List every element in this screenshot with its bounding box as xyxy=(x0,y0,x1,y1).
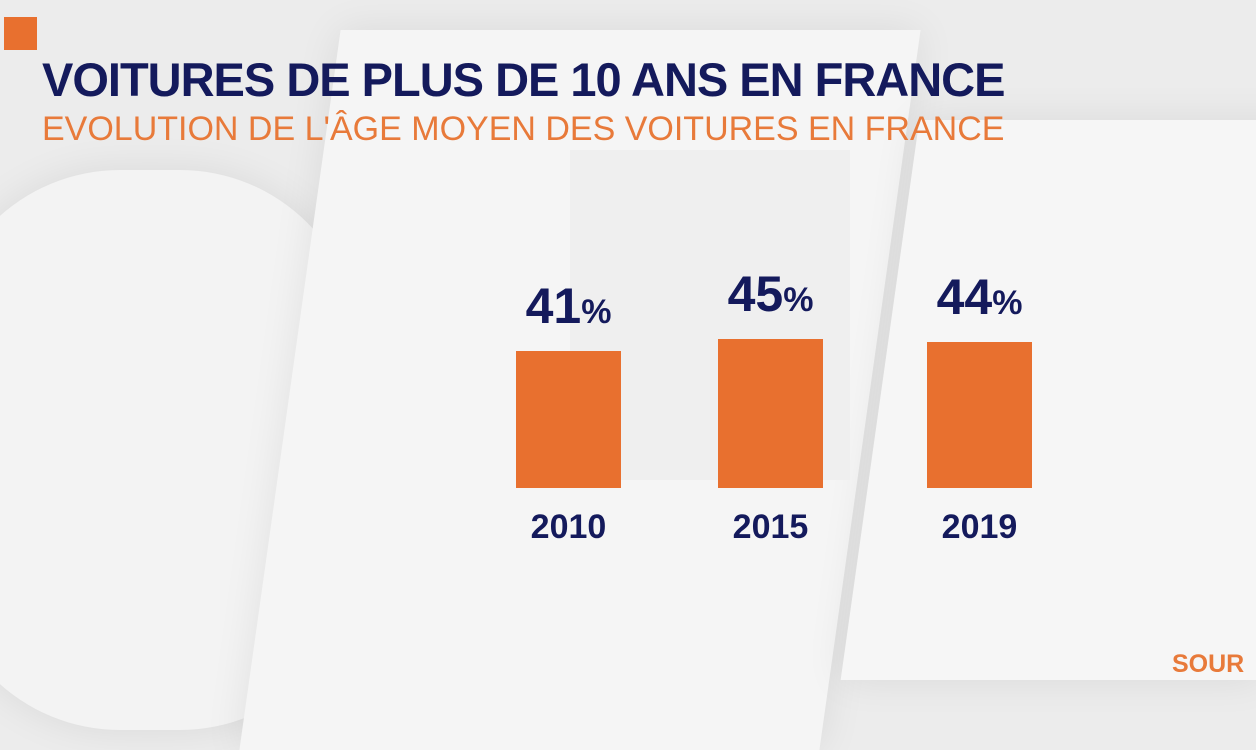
value-label-2010: 41% xyxy=(526,278,612,334)
bar-2015 xyxy=(718,339,823,488)
bar-2019 xyxy=(927,342,1032,488)
x-tick-label-2010: 2010 xyxy=(531,508,607,546)
chart-title: VOITURES DE PLUS DE 10 ANS EN FRANCE xyxy=(42,53,1005,106)
bar-chart: 41% 2010 45% 2015 44% 2019 xyxy=(516,266,1032,546)
chart-subtitle: EVOLUTION DE L'ÂGE MOYEN DES VOITURES EN… xyxy=(42,110,1005,148)
x-tick-label-2019: 2019 xyxy=(942,508,1018,546)
x-tick-label-2015: 2015 xyxy=(733,508,809,546)
value-label-2019: 44% xyxy=(937,269,1023,325)
bar-2010 xyxy=(516,351,621,488)
source-label: SOUR xyxy=(1172,650,1245,678)
value-label-2015: 45% xyxy=(728,266,814,322)
brand-square-icon xyxy=(4,17,37,50)
